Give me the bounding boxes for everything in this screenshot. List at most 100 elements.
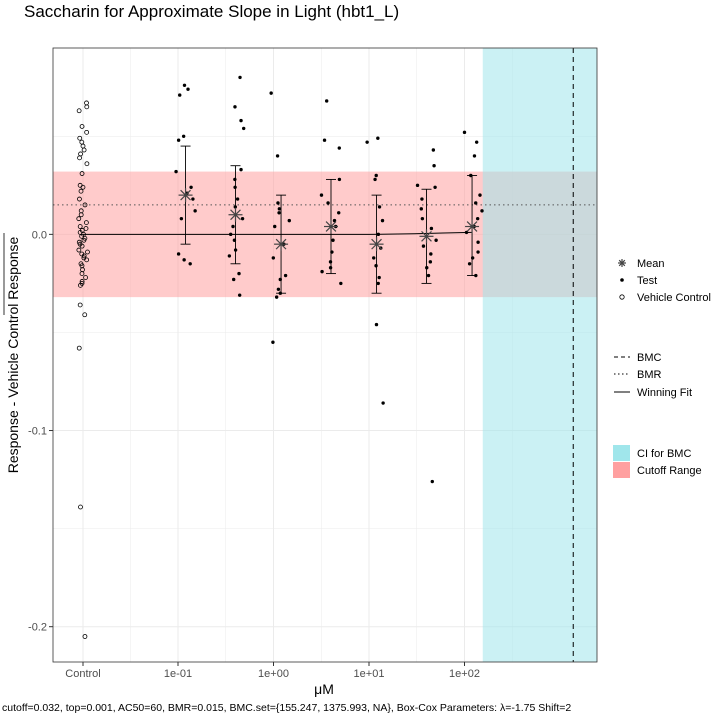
point-layer [76, 75, 484, 639]
legend-ci-swatch [613, 445, 630, 461]
test-point [277, 211, 281, 215]
test-point [237, 293, 242, 297]
test-point [472, 154, 477, 158]
panel-border [52, 47, 598, 663]
vehicle-control-point [81, 237, 87, 243]
legend: Mean Test Vehicle Control BMC BMR Winning Fit… [613, 258, 711, 478]
test-point [273, 224, 277, 229]
test-point [328, 260, 333, 264]
test-point [415, 183, 420, 188]
test-point [476, 250, 480, 254]
test-point [174, 169, 178, 174]
line-layer [53, 48, 597, 662]
y-tick-label: 0.0 [32, 229, 47, 241]
test-point [476, 240, 480, 244]
test-point [377, 275, 381, 280]
test-point [421, 244, 426, 248]
test-point [237, 271, 241, 276]
vehicle-control-point [76, 216, 82, 222]
vehicle-control-point [84, 129, 90, 135]
test-point [235, 197, 240, 201]
test-point [319, 193, 324, 197]
legend-vehicle-control-symbol [619, 294, 625, 300]
test-point [467, 262, 472, 266]
x-axis-title: μM [314, 681, 334, 697]
test-point [176, 138, 181, 142]
test-point [470, 256, 475, 260]
mean-marker [274, 237, 289, 252]
y-axis-title: Response - Vehicle Control Response [5, 236, 21, 473]
test-point [231, 277, 236, 282]
test-point [287, 218, 291, 223]
test-point [374, 264, 378, 268]
legend-label: Mean [637, 258, 665, 270]
test-point [431, 148, 436, 152]
test-point [434, 238, 438, 242]
x-tick-label: 1e-01 [164, 668, 192, 680]
test-point [241, 126, 246, 131]
mean-marker-stroke [421, 230, 432, 242]
legend-label: Vehicle Control [637, 292, 711, 304]
test-point [429, 226, 434, 231]
fill-layer [53, 48, 597, 662]
test-point [189, 185, 193, 189]
test-point [376, 232, 381, 237]
test-point [377, 205, 382, 209]
test-point [276, 287, 281, 291]
test-point [337, 177, 342, 182]
test-point [239, 167, 243, 172]
legend-key-cutoff-range [613, 462, 630, 478]
legend-key-mean [618, 259, 626, 267]
vehicle-control-point [84, 161, 90, 167]
x-tick-label: Control [65, 668, 100, 680]
legend-test-symbol [620, 278, 624, 282]
legend-label: BMC [637, 352, 662, 364]
vehicle-control-point [79, 271, 85, 276]
test-point [179, 216, 184, 221]
test-point [376, 281, 380, 286]
caption: cutoff=0.032, top=0.001, AC50=60, BMR=0.… [2, 702, 572, 714]
legend-label: Winning Fit [637, 387, 692, 399]
vehicle-control-point [79, 243, 85, 249]
mean-marker [178, 188, 193, 203]
y-axis-title-group: Response - Vehicle Control Response [5, 236, 21, 473]
vehicle-control-point [79, 171, 85, 176]
test-point [276, 201, 280, 205]
test-point [181, 134, 186, 138]
test-point [176, 252, 181, 256]
test-point [227, 254, 232, 258]
vehicle-control-point [76, 247, 82, 253]
legend-label: Cutoff Range [637, 465, 702, 477]
test-point [269, 91, 273, 95]
legend-key-vehicle-control [619, 294, 625, 300]
test-point [271, 256, 276, 260]
test-point [188, 262, 192, 266]
vehicle-control-point [79, 279, 85, 284]
test-point [182, 258, 186, 262]
test-point [376, 136, 380, 140]
test-point [331, 238, 335, 242]
mean-marker-stroke [371, 238, 382, 250]
vehicle-control-point [82, 312, 88, 318]
test-point [432, 163, 436, 168]
test-point [474, 201, 478, 205]
y-tick-label: -0.1 [28, 426, 47, 438]
test-point [372, 256, 376, 260]
vehicle-control-point [77, 196, 82, 202]
x-tick-label: 1e+01 [354, 668, 385, 680]
vehicle-control-point [83, 226, 89, 231]
test-point [324, 99, 329, 103]
vehicle-control-point [76, 345, 82, 351]
vehicle-control-point [77, 135, 83, 141]
vehicle-control-point [84, 257, 90, 263]
test-point [474, 140, 479, 144]
mean-marker-stroke [325, 221, 337, 232]
test-point [420, 216, 425, 221]
vehicle-control-point [82, 634, 88, 639]
test-point [228, 232, 233, 237]
test-point [374, 322, 379, 327]
x-tick-label: 1e+00 [258, 668, 289, 680]
test-point [365, 140, 369, 144]
test-point [186, 87, 190, 91]
